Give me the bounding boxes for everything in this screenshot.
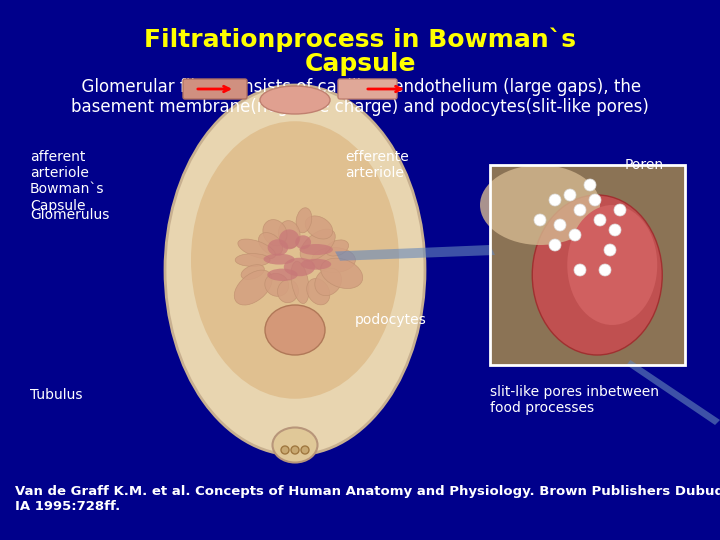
Circle shape (614, 204, 626, 216)
Ellipse shape (307, 279, 330, 305)
Ellipse shape (265, 305, 325, 355)
Ellipse shape (264, 254, 294, 265)
Ellipse shape (296, 208, 312, 233)
Ellipse shape (258, 233, 283, 255)
Text: efferente
arteriole: efferente arteriole (345, 150, 409, 180)
Circle shape (574, 264, 586, 276)
Ellipse shape (312, 247, 356, 273)
Circle shape (599, 264, 611, 276)
Ellipse shape (305, 216, 333, 239)
Ellipse shape (165, 85, 425, 455)
FancyBboxPatch shape (338, 79, 397, 99)
Circle shape (301, 446, 309, 454)
Circle shape (589, 194, 601, 206)
Circle shape (291, 446, 299, 454)
Ellipse shape (300, 244, 333, 255)
Text: Tubulus: Tubulus (30, 388, 83, 402)
Ellipse shape (265, 273, 289, 296)
Ellipse shape (284, 258, 315, 276)
Ellipse shape (300, 229, 336, 261)
Ellipse shape (241, 265, 264, 280)
Ellipse shape (263, 220, 287, 246)
Text: Van de Graff K.M. et al. Concepts of Human Anatomy and Physiology. Brown Publish: Van de Graff K.M. et al. Concepts of Hum… (15, 485, 720, 513)
Text: Capsule: Capsule (305, 52, 415, 76)
Circle shape (549, 239, 561, 251)
Ellipse shape (260, 86, 330, 114)
Text: afferent
arteriole
Bowman`s
Capsule: afferent arteriole Bowman`s Capsule (30, 150, 104, 213)
Text: Glomerular filter consists of capillary endothelium (large gaps), the
basement m: Glomerular filter consists of capillary … (71, 78, 649, 117)
Ellipse shape (238, 239, 276, 259)
Ellipse shape (301, 259, 331, 269)
Ellipse shape (567, 205, 657, 325)
Ellipse shape (235, 254, 270, 266)
Text: Filtrationprocess in Bowman`s: Filtrationprocess in Bowman`s (144, 28, 576, 52)
Circle shape (584, 179, 596, 191)
Text: Glomerulus: Glomerulus (30, 208, 109, 222)
FancyBboxPatch shape (183, 79, 247, 99)
Circle shape (604, 244, 616, 256)
Circle shape (574, 204, 586, 216)
Text: podocytes: podocytes (355, 313, 427, 327)
Ellipse shape (272, 428, 318, 462)
Circle shape (554, 219, 566, 231)
Polygon shape (626, 360, 720, 425)
Bar (490, 165, 685, 365)
Ellipse shape (320, 258, 363, 288)
Text: Poren: Poren (625, 158, 664, 172)
Ellipse shape (315, 268, 341, 296)
Ellipse shape (277, 280, 299, 303)
Circle shape (609, 224, 621, 236)
Polygon shape (335, 245, 495, 261)
Ellipse shape (480, 165, 600, 245)
Circle shape (564, 189, 576, 201)
Bar (490, 165, 685, 365)
Ellipse shape (325, 240, 348, 256)
Ellipse shape (532, 195, 662, 355)
Ellipse shape (279, 221, 300, 248)
Text: slit-like pores inbetween
food processes: slit-like pores inbetween food processes (490, 385, 659, 415)
Ellipse shape (268, 239, 288, 256)
Circle shape (549, 194, 561, 206)
Circle shape (534, 214, 546, 226)
Ellipse shape (191, 122, 399, 399)
Ellipse shape (267, 268, 297, 281)
Ellipse shape (291, 261, 309, 303)
Circle shape (594, 214, 606, 226)
Ellipse shape (234, 270, 272, 305)
Circle shape (569, 229, 581, 241)
Ellipse shape (279, 230, 300, 249)
Circle shape (281, 446, 289, 454)
Ellipse shape (295, 235, 311, 249)
